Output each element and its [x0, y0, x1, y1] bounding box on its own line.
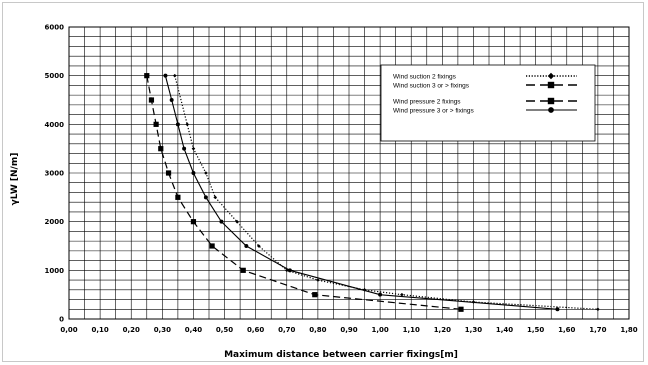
- data-point-diamond: [284, 268, 289, 273]
- data-point-diamond: [213, 195, 218, 200]
- data-point-square: [190, 219, 197, 225]
- data-point-circle: [169, 98, 174, 102]
- data-point-diamond: [547, 72, 555, 80]
- series-layer: [144, 73, 600, 312]
- legend-label: Wind pressure 3 or > fixings: [393, 107, 474, 114]
- data-point-circle: [287, 268, 292, 273]
- data-point-diamond: [256, 244, 261, 248]
- data-point-square: [458, 306, 464, 312]
- data-point-diamond: [400, 292, 404, 297]
- x-tick-label: 1,60: [558, 326, 575, 334]
- data-point-circle: [219, 219, 224, 224]
- x-tick-label: 0,50: [216, 326, 233, 334]
- data-point-square: [148, 97, 155, 103]
- y-tick-label: 3000: [45, 170, 65, 178]
- x-tick-label: 0,40: [185, 326, 202, 334]
- data-point-diamond: [191, 146, 196, 151]
- y-tick-label: 0: [59, 316, 64, 324]
- data-point-square: [165, 170, 172, 176]
- data-point-square: [240, 267, 246, 273]
- y-tick-label: 1000: [45, 267, 65, 275]
- data-point-square: [547, 97, 555, 105]
- series-2: [144, 73, 464, 312]
- data-point-diamond: [185, 122, 190, 127]
- x-tick-label: 0,30: [154, 326, 171, 334]
- data-point-circle: [175, 122, 180, 127]
- data-point-circle: [378, 292, 383, 297]
- line-chart: 0,00 0,10 0,20 0,30 0,40 0,50 0,60 0,70 0,80 0,90…: [10, 24, 638, 361]
- x-tick-label: 0,80: [309, 326, 326, 334]
- data-point-square: [312, 292, 318, 298]
- series-1: [172, 73, 600, 312]
- x-tick-label: 1,50: [527, 326, 544, 334]
- x-tick-label: 1,70: [589, 326, 606, 334]
- x-tick-label: 0,60: [247, 326, 264, 334]
- y-tick-labels: 0 1000 2000 3000 4000 5000 6000: [45, 24, 65, 324]
- legend-label: Wind suction 3 or > fixings: [393, 82, 470, 89]
- data-point-circle: [182, 146, 187, 151]
- data-point-diamond: [172, 73, 177, 78]
- series-4: [163, 73, 560, 312]
- x-tick-label: 1,40: [496, 326, 513, 334]
- legend-label: Wind pressure 2 fixings: [393, 98, 461, 105]
- data-point-circle: [191, 171, 196, 175]
- legend: Wind suction 2 fixings Wind suction 3 or …: [380, 64, 596, 142]
- y-tick-label: 5000: [45, 72, 65, 80]
- legend-label: Wind suction 2 fixings: [393, 73, 457, 80]
- data-point-square: [144, 73, 150, 79]
- x-tick-label: 0,00: [60, 326, 77, 334]
- x-tick-label: 0,20: [123, 326, 140, 334]
- data-point-diamond: [204, 171, 208, 175]
- x-tick-label: 0,10: [91, 326, 108, 334]
- data-point-square: [158, 146, 164, 152]
- data-point-square: [209, 243, 215, 249]
- data-point-square: [175, 194, 181, 200]
- x-tick-label: 1,30: [465, 326, 482, 334]
- data-point-square: [153, 121, 159, 127]
- x-tick-labels: 0,00 0,10 0,20 0,30 0,40 0,50 0,60 0,70 0,80 0,90…: [60, 326, 637, 334]
- data-point-circle: [244, 244, 249, 248]
- plot-border: [68, 26, 630, 320]
- x-tick-label: 0,70: [278, 326, 295, 334]
- chart-frame: 0,00 0,10 0,20 0,30 0,40 0,50 0,60 0,70 0,80 0,90…: [2, 2, 644, 362]
- legend-box: [380, 64, 596, 142]
- data-point-circle: [163, 73, 168, 78]
- y-axis-label: γLW [N/m]: [10, 153, 20, 206]
- plot-area-border: [68, 26, 630, 320]
- data-point-diamond: [316, 278, 320, 282]
- data-point-circle: [548, 107, 554, 113]
- y-tick-label: 6000: [45, 24, 65, 32]
- y-tick-label: 4000: [45, 121, 65, 129]
- x-tick-label: 1,80: [620, 326, 637, 334]
- data-point-diamond: [235, 219, 239, 224]
- data-point-circle: [555, 307, 560, 312]
- y-tick-label: 2000: [45, 218, 65, 226]
- x-tick-label: 0,90: [340, 326, 357, 334]
- x-tick-label: 1,20: [434, 326, 451, 334]
- data-point-diamond: [362, 288, 367, 292]
- x-axis-label: Maximum distance between carrier fixings…: [224, 350, 458, 360]
- data-point-diamond: [596, 307, 600, 312]
- data-point-circle: [203, 195, 208, 200]
- data-point-square: [547, 81, 555, 89]
- x-tick-label: 1,00: [371, 326, 388, 334]
- x-tick-label: 1,10: [403, 326, 420, 334]
